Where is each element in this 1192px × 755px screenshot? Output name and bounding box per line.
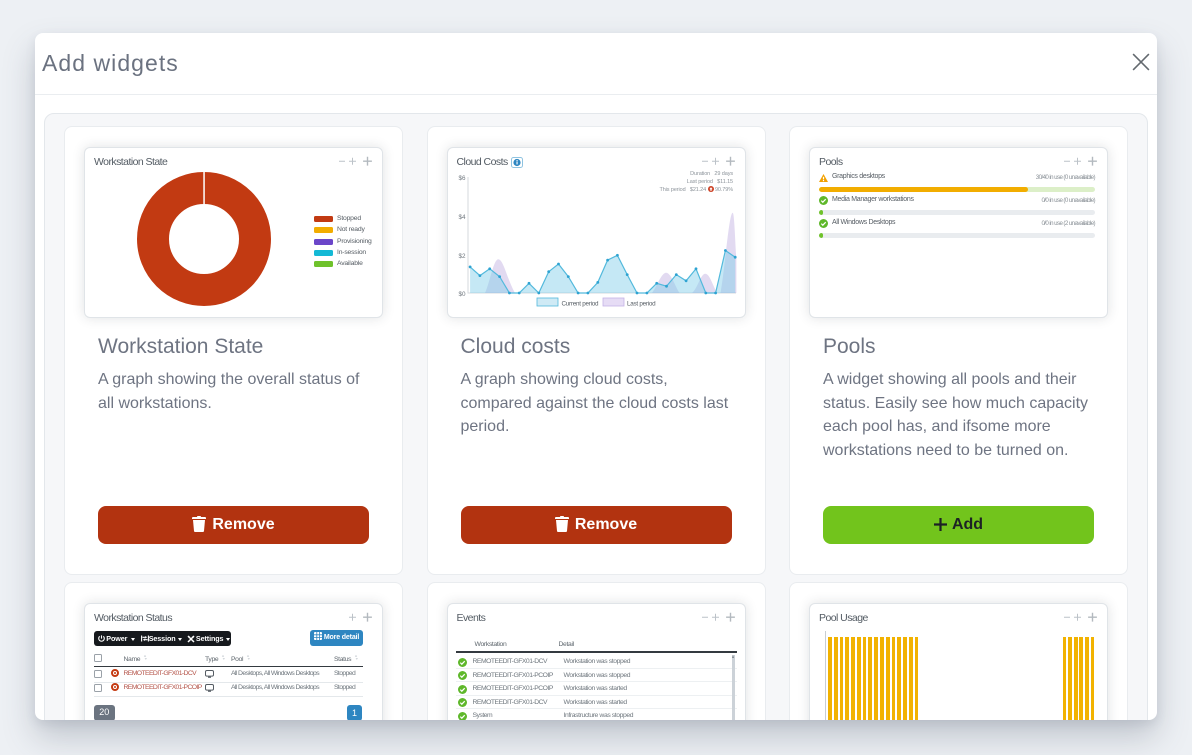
svg-text:$0: $0 — [458, 291, 466, 298]
svg-text:$6: $6 — [458, 175, 466, 182]
svg-text:$4: $4 — [458, 214, 466, 221]
svg-text:Last period: Last period — [627, 300, 656, 307]
svg-text:Current period: Current period — [561, 300, 598, 307]
svg-text:$2: $2 — [458, 253, 466, 260]
